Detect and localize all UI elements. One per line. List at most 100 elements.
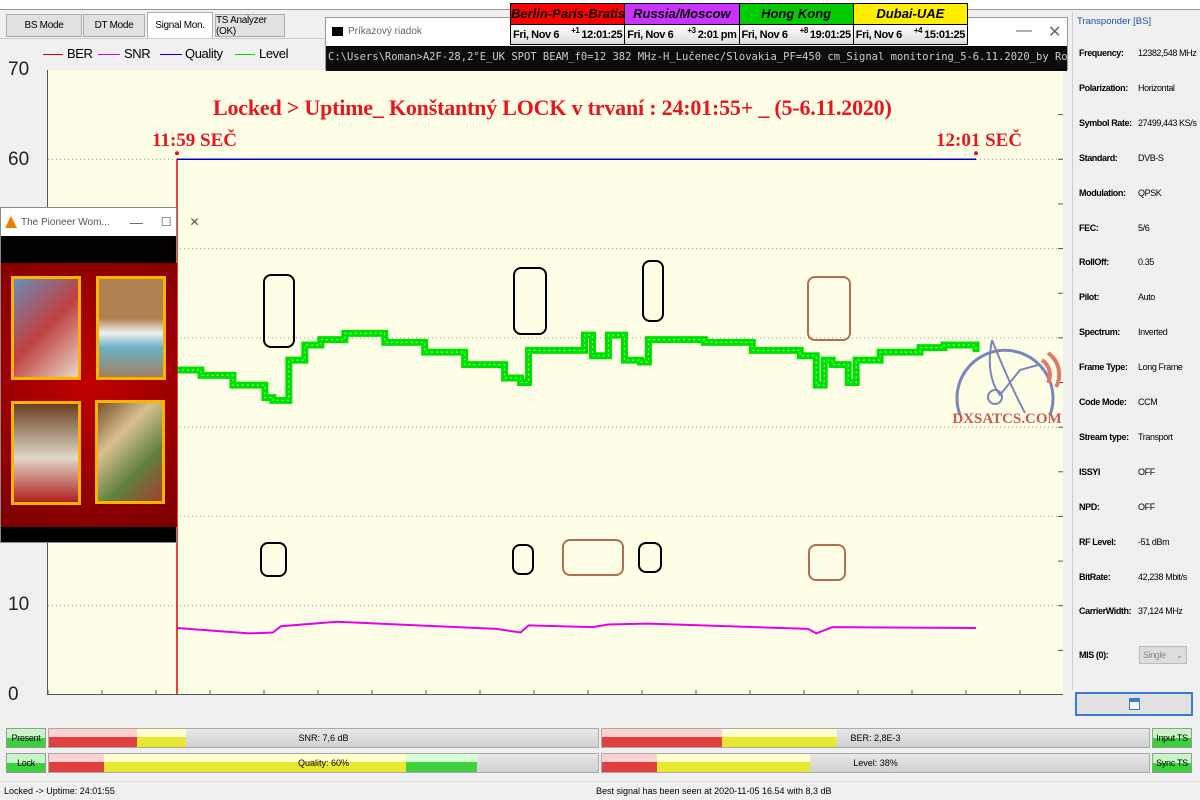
video-frame bbox=[1, 263, 177, 527]
row-value: 0.35 bbox=[1138, 257, 1154, 268]
row-key: CarrierWidth: bbox=[1079, 606, 1132, 617]
row-value: 27499,443 KS/s bbox=[1138, 117, 1197, 128]
clock-offset: +8 bbox=[799, 26, 809, 35]
vlc-player-window[interactable]: The Pioneer Wom... — ☐ ✕ bbox=[0, 207, 200, 543]
row-key: Symbol Rate: bbox=[1079, 117, 1132, 128]
lock-indicator: Lock bbox=[6, 753, 46, 773]
level-label: Level: 38% bbox=[853, 758, 898, 768]
status-best-signal: Best signal has been seen at 2020-11-05 … bbox=[596, 786, 832, 796]
thumbnail-trees bbox=[11, 276, 81, 380]
signal-plot bbox=[47, 70, 1063, 695]
row-value: Long Frame bbox=[1138, 362, 1183, 373]
legend-swatch-ber bbox=[43, 54, 63, 55]
clock-3: Dubai-UAE Fri, Nov 6 +4 15:01:25 bbox=[853, 4, 967, 44]
row-value: Auto bbox=[1138, 292, 1155, 303]
cmd-icon bbox=[332, 27, 343, 36]
dxsatcs-logo: DXSATCS.COM bbox=[952, 339, 1062, 427]
mis-select[interactable]: Single ⌄ bbox=[1139, 646, 1187, 664]
status-bar: Locked -> Uptime: 24:01:55 Best signal h… bbox=[0, 781, 1200, 800]
mis-label: MIS (0): bbox=[1079, 650, 1109, 660]
clock-time: 15:01:25 bbox=[924, 28, 965, 41]
row-key: NPD: bbox=[1079, 501, 1100, 512]
tab-dt-mode[interactable]: DT Mode bbox=[83, 14, 145, 37]
clock-1: Russia/Moscow Fri, Nov 6 +3 2:01 pm bbox=[625, 4, 739, 44]
clock-time: 12:01:25 bbox=[581, 28, 623, 41]
snr-label: SNR: 7,6 dB bbox=[298, 733, 349, 743]
snr-bar: SNR: 7,6 dB bbox=[48, 728, 599, 748]
cmd-output: C:\Users\Roman>A2F-28,2°E_UK SPOT BEAM_f… bbox=[326, 46, 1067, 71]
panel-toggle-button[interactable] bbox=[1075, 692, 1193, 716]
clock-0: Berlin-Paris-Bratislava Fri, Nov 6 +112:01… bbox=[511, 4, 625, 44]
clock-date: Fri, Nov 6 bbox=[855, 28, 903, 41]
clock-2: Hong Kong Fri, Nov 6 +8 19:01:25 bbox=[739, 4, 853, 44]
row-value: Horizontal bbox=[1138, 82, 1175, 93]
maximize-icon[interactable]: ☐ bbox=[160, 215, 172, 229]
clock-time-row: Fri, Nov 6 +1 12:01:25 bbox=[511, 25, 625, 44]
legend-swatch-level bbox=[235, 54, 255, 55]
legend-quality: Quality bbox=[185, 46, 223, 61]
thumbnail-pie bbox=[96, 276, 166, 380]
bar-fill-segment bbox=[49, 729, 137, 747]
quality-bar: Quality: 60% bbox=[48, 753, 599, 773]
mis-row: MIS (0): Single ⌄ bbox=[1079, 646, 1187, 664]
transponder-row: NPD: OFF bbox=[1079, 502, 1155, 512]
row-key: BitRate: bbox=[1079, 571, 1111, 582]
close-icon[interactable]: ✕ bbox=[1048, 24, 1062, 41]
bar-fill-segment bbox=[602, 754, 657, 772]
vlc-cone-icon bbox=[5, 216, 17, 228]
bar-fill-segment bbox=[136, 729, 187, 747]
row-value: Transport bbox=[1138, 431, 1173, 442]
transponder-row: RollOff: 0.35 bbox=[1079, 257, 1154, 267]
row-value: OFF bbox=[1138, 466, 1155, 477]
row-key: RollOff: bbox=[1079, 257, 1109, 268]
tab-signal-mon[interactable]: Signal Mon. bbox=[147, 12, 213, 38]
legend-ber: BER bbox=[67, 46, 93, 61]
tab-ts-analyzer[interactable]: TS Analyzer (OK) bbox=[215, 14, 285, 37]
world-clocks: Berlin-Paris-BratislavaFri, Nov 6+112:01… bbox=[510, 3, 968, 45]
transponder-row: Standard: DVB-S bbox=[1079, 153, 1164, 163]
level-bar: Level: 38% bbox=[601, 753, 1150, 773]
highlight-box bbox=[642, 260, 664, 322]
logo-text: DXSATCS.COM bbox=[952, 411, 1061, 427]
transponder-row: BitRate: 42,238 Mbit/s bbox=[1079, 572, 1187, 582]
transponder-row: Spectrum: Inverted bbox=[1079, 327, 1168, 337]
annotation-dot bbox=[974, 151, 978, 156]
clock-time: 19:01:25 bbox=[809, 28, 851, 41]
row-key: ISSYI bbox=[1079, 466, 1101, 477]
transponder-row: Stream type: Transport bbox=[1079, 432, 1173, 442]
transponder-row: Frame Type: Long Frame bbox=[1079, 362, 1183, 372]
clock-time: 2:01 pm bbox=[697, 28, 737, 41]
row-key: Code Mode: bbox=[1079, 397, 1127, 407]
transponder-row: Symbol Rate: 27499,443 KS/s bbox=[1079, 117, 1197, 128]
chevron-down-icon: ⌄ bbox=[1175, 650, 1184, 660]
tab-bs-mode[interactable]: BS Mode bbox=[6, 14, 82, 37]
bar-fill-segment bbox=[103, 754, 406, 772]
legend-swatch-quality bbox=[160, 54, 182, 55]
clock-city: Berlin-Paris-Bratislava bbox=[511, 4, 625, 24]
row-value: 37,124 MHz bbox=[1138, 606, 1183, 617]
close-icon[interactable]: ✕ bbox=[189, 215, 200, 229]
row-value: 12382,548 MHz bbox=[1138, 48, 1197, 58]
series-level-jitter bbox=[177, 332, 977, 401]
mis-value: Single bbox=[1143, 650, 1166, 660]
transponder-row: RF Level: -51 dBm bbox=[1079, 536, 1170, 547]
minimize-icon[interactable]: — bbox=[129, 214, 143, 230]
bar-fill-segment bbox=[656, 754, 810, 772]
highlight-box bbox=[638, 542, 662, 573]
thumbnail-crostini bbox=[95, 400, 165, 504]
input-ts-indicator: Input TS bbox=[1152, 728, 1192, 748]
highlight-box bbox=[807, 276, 851, 341]
row-value: 5/6 bbox=[1138, 222, 1150, 233]
annotation-end: 12:01 SEČ bbox=[936, 130, 1023, 151]
highlight-box bbox=[513, 267, 547, 335]
row-value: QPSK bbox=[1138, 187, 1162, 198]
row-value: OFF bbox=[1138, 501, 1155, 512]
transponder-row: FEC: 5/6 bbox=[1079, 222, 1150, 233]
transponder-row: Code Mode: CCM bbox=[1079, 397, 1158, 407]
y-tick-0: 0 bbox=[8, 684, 19, 705]
row-key: Stream type: bbox=[1079, 431, 1129, 442]
transponder-panel: Transponder [BS] Frequency: 12382,548 MHz… bbox=[1072, 12, 1200, 690]
minimize-icon[interactable]: — bbox=[1016, 22, 1032, 39]
highlight-box bbox=[263, 274, 295, 348]
row-value: -51 dBm bbox=[1138, 536, 1170, 547]
